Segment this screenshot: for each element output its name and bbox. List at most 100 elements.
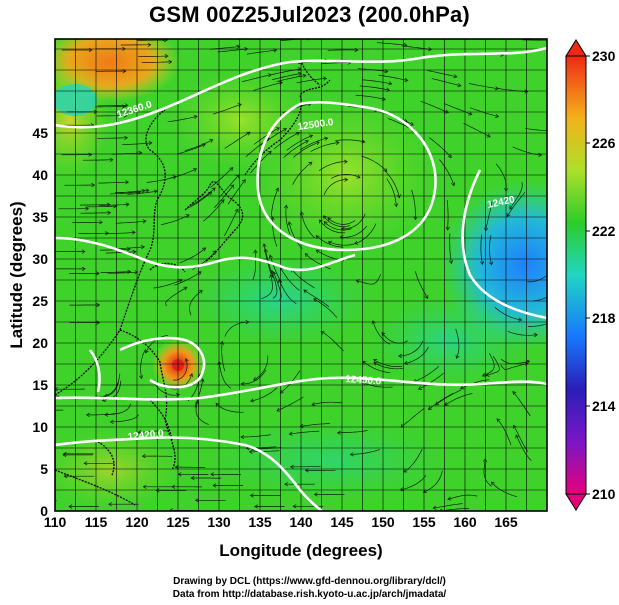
streamline-arrow <box>275 187 280 192</box>
streamline <box>153 279 183 289</box>
streamline-arrow <box>62 452 67 458</box>
streamline <box>288 221 303 249</box>
streamline <box>100 271 131 273</box>
streamline-arrow <box>88 47 93 53</box>
streamline <box>99 203 129 206</box>
streamline <box>276 396 304 412</box>
streamline <box>253 355 269 381</box>
streamline-arrow <box>109 157 114 162</box>
colorbar-tick: 214 <box>592 398 616 414</box>
streamline <box>121 142 152 146</box>
streamline-arrow <box>278 80 283 86</box>
streamline <box>482 353 495 377</box>
colorbar-min-arrow <box>565 493 587 511</box>
streamline-arrow <box>481 372 487 377</box>
streamline <box>315 235 344 248</box>
streamline-arrow <box>168 59 173 64</box>
streamline-arrow <box>356 174 361 179</box>
streamline-arrow <box>262 243 267 248</box>
streamline-arrow <box>174 464 179 470</box>
streamline-arrow <box>132 249 137 254</box>
streamline-arrow <box>455 354 460 359</box>
streamline-arrow <box>554 320 558 323</box>
streamline-arrow <box>219 340 225 345</box>
streamline <box>413 365 440 383</box>
streamline <box>145 335 169 354</box>
streamline-arrow <box>434 401 440 406</box>
streamline <box>98 181 129 184</box>
streamline <box>153 382 180 396</box>
streamline <box>320 62 351 65</box>
streamline-arrow <box>445 226 450 231</box>
streamline <box>104 373 121 398</box>
streamline-arrow <box>96 271 100 276</box>
streamline <box>485 356 500 377</box>
colorbar: 230 226 222 218 214 210 <box>565 39 616 511</box>
streamline <box>280 267 300 291</box>
streamline-arrow <box>422 489 427 494</box>
streamline <box>357 68 388 73</box>
streamline <box>96 115 127 117</box>
streamline <box>289 430 320 435</box>
streamline <box>250 387 278 402</box>
streamline-arrow <box>512 424 517 429</box>
streamline-arrow <box>244 46 249 52</box>
streamline-arrow <box>308 161 313 166</box>
streamline <box>320 330 344 352</box>
streamline-arrow <box>288 431 293 436</box>
streamline <box>340 225 367 238</box>
streamline <box>400 475 427 491</box>
streamline-arrow <box>96 320 101 325</box>
streamline-arrow <box>448 259 454 265</box>
streamline-arrow <box>496 418 501 423</box>
streamline-arrow <box>518 317 523 322</box>
streamline-arrow <box>451 182 456 187</box>
colorbar-tick: 210 <box>592 486 616 502</box>
streamline <box>496 418 512 446</box>
streamline <box>489 235 493 265</box>
streamline-arrow <box>315 249 320 254</box>
streamline-arrow <box>175 392 180 398</box>
streamline <box>138 430 169 433</box>
streamline-arrow <box>139 375 144 380</box>
streamline <box>372 320 391 345</box>
colorbar-tick: 226 <box>592 135 616 151</box>
streamline-arrow <box>283 204 289 209</box>
streamline-arrow <box>284 482 288 487</box>
streamline-arrow <box>373 362 378 366</box>
chart-title: GSM 00Z25Jul2023 (200.0hPa) <box>149 2 470 27</box>
streamline <box>80 204 111 206</box>
streamline-arrow <box>335 140 340 145</box>
streamline <box>283 140 309 158</box>
y-axis-title: Latitude (degrees) <box>7 201 26 348</box>
streamline <box>373 362 403 370</box>
streamline <box>400 408 425 428</box>
streamline-arrow <box>444 109 449 114</box>
streamline-arrow <box>198 289 203 294</box>
streamline-arrow <box>343 159 348 164</box>
streamline-arrow <box>88 152 93 157</box>
streamline-arrow <box>126 247 131 252</box>
plot-frame <box>54 38 548 512</box>
streamline-arrow <box>480 260 485 265</box>
latitude-tick-labels: 0 5 10 15 20 25 30 35 40 45 <box>32 125 48 519</box>
streamline <box>272 73 302 81</box>
streamline-arrow <box>142 484 147 489</box>
streamline-arrow <box>147 42 152 47</box>
streamline <box>174 271 202 286</box>
streamline-arrow <box>315 141 320 146</box>
streamline <box>127 190 158 195</box>
streamline-arrow <box>85 412 90 418</box>
streamline-arrow <box>304 468 309 473</box>
streamline-arrow <box>538 152 543 157</box>
streamline-arrow <box>381 96 386 102</box>
streamline-arrow <box>457 83 462 88</box>
streamline-arrow <box>185 214 190 219</box>
streamline <box>80 212 111 214</box>
streamline <box>485 201 493 231</box>
streamline <box>507 330 538 336</box>
streamline <box>495 163 507 192</box>
streamline <box>273 271 282 301</box>
streamline-arrow <box>361 139 366 144</box>
streamline-arrow <box>386 87 391 92</box>
